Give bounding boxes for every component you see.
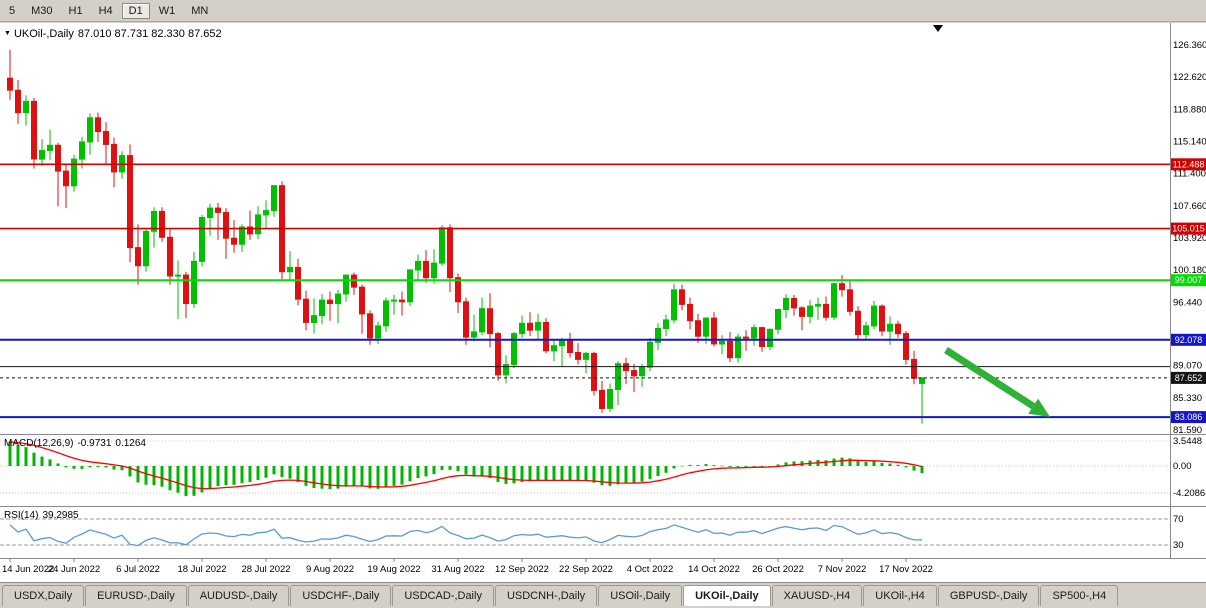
time-axis-label: 17 Nov 2022 [879, 564, 933, 575]
price-label-badge [1171, 411, 1206, 424]
symbol-tab-usoil--daily[interactable]: USOil-,Daily [598, 585, 683, 606]
period-button-m30[interactable]: M30 [31, 4, 53, 17]
price-axis-label: 122.620 [1173, 72, 1206, 83]
price-label-text: 112.488 [1173, 159, 1205, 169]
time-axis-label: 28 Jul 2022 [241, 564, 290, 575]
dropdown-triangle-icon: ▼ [4, 30, 11, 37]
time-axis-label: 14 Oct 2022 [688, 564, 740, 575]
macd-histogram [8, 442, 924, 497]
rsi-value: 39.2985 [42, 510, 79, 521]
price-axis-label: 89.070 [1173, 361, 1202, 372]
time-axis-label: 7 Nov 2022 [818, 564, 867, 575]
price-axis-label: 118.880 [1173, 104, 1206, 115]
price-label-text: 87.652 [1175, 373, 1203, 383]
time-axis-label: 18 Jul 2022 [177, 564, 226, 575]
chart-symbol-period: UKOil-,Daily [13, 28, 74, 40]
symbol-tab-xauusd--h4[interactable]: XAUUSD-,H4 [771, 585, 863, 606]
trend-arrow-head[interactable] [1028, 398, 1050, 417]
price-label-badge [1171, 158, 1206, 171]
period-button-w1[interactable]: W1 [158, 4, 176, 17]
symbol-tab-ukoil--daily[interactable]: UKOil-,Daily [683, 585, 771, 606]
price-axis-label: 81.590 [1173, 425, 1202, 436]
symbol-tab-usdcnh--daily[interactable]: USDCNH-,Daily [494, 585, 598, 606]
price-axis-label: 103.920 [1173, 233, 1206, 244]
symbol-tab-eurusd--daily[interactable]: EURUSD-,Daily [85, 585, 187, 606]
price-axis-label: 126.360 [1173, 40, 1206, 51]
rsi-axis-label: 30 [1173, 540, 1184, 551]
price-label-badge [1171, 333, 1206, 346]
price-axis-label: 96.440 [1173, 297, 1202, 308]
period-button-h1[interactable]: H1 [68, 4, 83, 17]
symbol-tab-ukoil--h4[interactable]: UKOil-,H4 [863, 585, 937, 606]
time-axis-label: 9 Aug 2022 [306, 564, 354, 575]
symbol-tab-sp500--h4[interactable]: SP500-,H4 [1040, 585, 1119, 606]
trend-arrow-shaft[interactable] [944, 347, 1036, 410]
price-label-text: 83.086 [1175, 412, 1203, 422]
symbol-tab-usdcad--daily[interactable]: USDCAD-,Daily [392, 585, 494, 606]
period-toolbar: 5 M30 H1 H4 D1 W1 MN [0, 0, 1206, 22]
symbol-tab-audusd--daily[interactable]: AUDUSD-,Daily [187, 585, 290, 606]
time-axis-label: 26 Oct 2022 [752, 564, 804, 575]
macd-indicator-label: MACD(12,26,9) -0.9731 0.1264 [4, 438, 150, 449]
price-label-badge [1171, 371, 1206, 384]
time-axis-label: 4 Oct 2022 [627, 564, 673, 575]
rsi-axis-label: 70 [1173, 514, 1184, 525]
time-axis-label: 12 Sep 2022 [495, 564, 549, 575]
period-button-h4[interactable]: H4 [98, 4, 113, 17]
macd-main-value: -0.9731 [77, 438, 112, 449]
chart-shift-marker-icon[interactable] [933, 25, 943, 32]
price-axis-label: 100.180 [1173, 265, 1206, 276]
rsi-name: RSI(14) [4, 510, 39, 521]
time-axis-label: 22 Sep 2022 [559, 564, 613, 575]
price-label-badge [1171, 222, 1206, 235]
chart-background [0, 23, 1206, 582]
symbol-tab-usdx-daily[interactable]: USDX,Daily [2, 585, 85, 606]
macd-name: MACD(12,26,9) [4, 438, 74, 449]
rsi-indicator-label: RSI(14) 39.2985 [4, 510, 83, 521]
time-axis-label: 31 Aug 2022 [431, 564, 484, 575]
price-label-badge [1171, 274, 1206, 287]
symbol-tab-gbpusd--daily[interactable]: GBPUSD-,Daily [937, 585, 1040, 606]
macd-axis-label: -4.2086 [1173, 488, 1205, 499]
period-button-mn[interactable]: MN [191, 4, 209, 17]
price-axis-label: 115.140 [1173, 137, 1206, 148]
chart-ohlc-values: 87.010 87.731 82.330 87.652 [77, 28, 222, 40]
price-axis-label: 85.330 [1173, 393, 1202, 404]
macd-signal-value: 0.1264 [115, 438, 146, 449]
price-axis-label: 107.660 [1173, 201, 1206, 212]
period-button-5[interactable]: 5 [9, 4, 16, 17]
symbol-tabbar: USDX,Daily EURUSD-,Daily AUDUSD-,Daily USDC… [0, 582, 1206, 608]
rsi-line [9, 524, 923, 547]
time-axis-label: 6 Jul 2022 [116, 564, 160, 575]
time-axis-label: 19 Aug 2022 [367, 564, 420, 575]
time-axis-label: 14 Jun 2022 [2, 564, 54, 575]
macd-axis-label: 3.5448 [1173, 436, 1202, 447]
macd-signal-line [9, 441, 923, 490]
price-label-text: 105.015 [1172, 224, 1205, 234]
price-label-text: 99.007 [1175, 275, 1203, 285]
price-axis-label: 111.400 [1173, 169, 1206, 180]
symbol-tab-usdchf--daily[interactable]: USDCHF-,Daily [290, 585, 392, 606]
time-axis-label: 24 Jun 2022 [48, 564, 100, 575]
price-label-text: 92.078 [1175, 335, 1203, 345]
period-button-d1[interactable]: D1 [121, 2, 150, 19]
macd-axis-label: 0.00 [1173, 461, 1192, 472]
chart-title: ▼ UKOil-,Daily 87.010 87.731 82.330 87.652 [4, 28, 226, 40]
